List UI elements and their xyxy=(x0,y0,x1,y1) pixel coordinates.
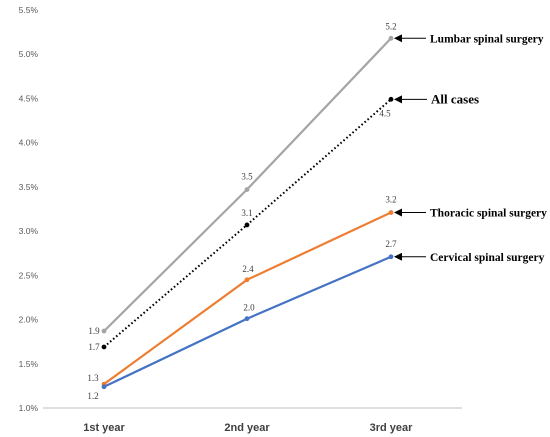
y-tick-label: 4.0% xyxy=(19,138,39,148)
data-point xyxy=(388,96,394,102)
data-label: 1.9 xyxy=(88,326,100,336)
data-label: 1.3 xyxy=(87,373,99,383)
y-tick-label: 3.5% xyxy=(19,182,39,192)
data-point xyxy=(244,222,250,228)
data-label: 2.4 xyxy=(242,264,254,274)
series-name-label: Cervical spinal surgery xyxy=(430,252,545,264)
data-labels: 1.9 3.5 5.2 1.7 3.1 4.5 1.3 2.4 3.2 1.2 2.0 2.7 xyxy=(87,21,397,400)
data-label: 2.0 xyxy=(243,303,255,313)
series-points xyxy=(101,35,394,390)
y-tick-label: 1.5% xyxy=(19,359,39,369)
data-label: 2.7 xyxy=(385,239,397,249)
x-axis-ticks: 1st year 2nd year 3rd year xyxy=(83,422,413,434)
data-point xyxy=(388,254,394,260)
data-label: 1.7 xyxy=(88,342,100,352)
data-label: 3.5 xyxy=(241,172,253,182)
y-axis-ticks: 1.0% 1.5% 2.0% 2.5% 3.0% 3.5% 4.0% 4.5% 5.0% 5.5% xyxy=(19,5,39,413)
data-point xyxy=(101,344,107,350)
series-line xyxy=(103,211,392,385)
y-tick-label: 5.0% xyxy=(19,49,39,59)
data-label: 3.2 xyxy=(385,195,396,205)
data-point xyxy=(388,210,394,215)
data-point xyxy=(101,328,107,334)
data-point xyxy=(388,35,394,41)
y-tick-label: 5.5% xyxy=(19,5,39,15)
y-tick-label: 3.0% xyxy=(19,226,39,236)
data-label: 4.5 xyxy=(379,108,391,118)
data-label: 5.2 xyxy=(385,21,396,31)
y-tick-label: 1.0% xyxy=(19,403,39,413)
series-name-label: Thoracic spinal surgery xyxy=(430,208,547,220)
series-name-label: Lumbar spinal surgery xyxy=(430,33,544,45)
data-point xyxy=(244,187,250,192)
data-label: 1.2 xyxy=(87,391,98,401)
series-line xyxy=(103,255,392,388)
series-annotations: Lumbar spinal surgery All cases Thoracic s… xyxy=(394,33,547,264)
x-tick-label: 2nd year xyxy=(224,422,270,434)
data-point xyxy=(244,277,250,283)
x-tick-label: 3rd year xyxy=(370,422,414,434)
series-line xyxy=(103,37,392,332)
x-tick-label: 1st year xyxy=(83,422,125,434)
data-point xyxy=(101,384,107,390)
y-tick-label: 2.0% xyxy=(19,315,39,325)
series-name-label: All cases xyxy=(431,91,479,106)
data-point xyxy=(244,316,250,322)
y-tick-label: 2.5% xyxy=(19,270,39,280)
y-tick-label: 4.5% xyxy=(19,93,39,103)
data-label: 3.1 xyxy=(241,208,252,218)
